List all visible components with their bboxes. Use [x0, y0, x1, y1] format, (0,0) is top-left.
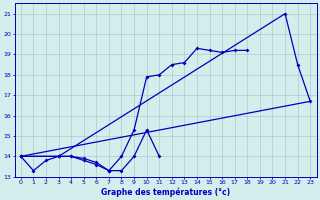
- X-axis label: Graphe des températures (°c): Graphe des températures (°c): [101, 187, 230, 197]
